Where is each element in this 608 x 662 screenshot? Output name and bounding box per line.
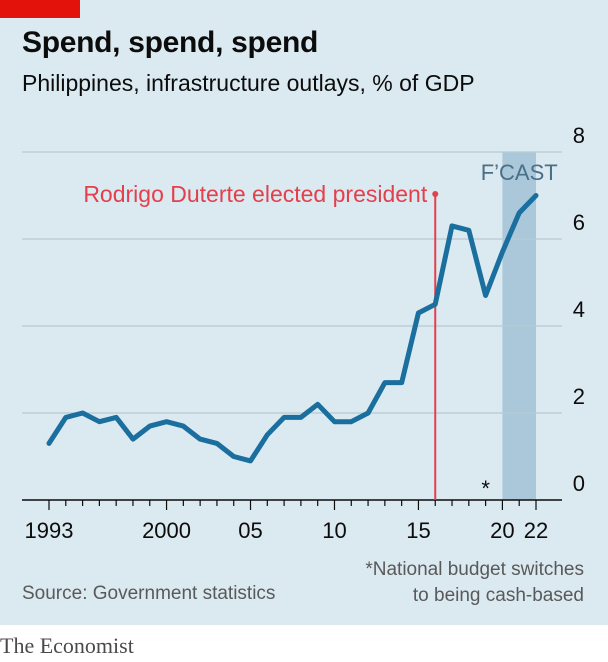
y-tick-label-8: 8 — [573, 123, 585, 148]
series-line-infrastructure — [46, 193, 539, 464]
y-tick-label-4: 4 — [573, 297, 585, 322]
x-tick-label-10: 10 — [322, 518, 346, 543]
duterte-election-marker — [432, 191, 439, 197]
footnote: *National budget switches to being cash-… — [365, 557, 584, 609]
y-tick-label-6: 6 — [573, 210, 585, 235]
x-tick-label-20: 20 — [490, 518, 514, 543]
economist-brand: The Economist — [0, 633, 134, 658]
x-tick-label-1993: 1993 — [25, 518, 74, 543]
duterte-election-label: Rodrigo Duterte elected president — [83, 181, 428, 207]
chart-panel: Spend, spend, spend Philippines, infrast… — [0, 0, 608, 625]
y-axis-ticks: 0 2 4 6 8 — [573, 123, 585, 496]
asterisk-marker: * — [481, 476, 490, 501]
source-note: Source: Government statistics — [22, 583, 276, 604]
forecast-label: F’CAST — [481, 160, 558, 185]
x-tick-label-15: 15 — [406, 518, 430, 543]
economist-red-tag — [0, 0, 80, 18]
chart-subtitle: Philippines, infrastructure outlays, % o… — [22, 70, 475, 96]
x-tick-label-05: 05 — [238, 518, 262, 543]
x-axis-ticks: 1993 2000 05 10 15 20 22 — [25, 500, 548, 543]
x-tick-label-22: 22 — [524, 518, 548, 543]
y-tick-label-0: 0 — [573, 471, 585, 496]
y-tick-label-2: 2 — [573, 384, 585, 409]
line-chart: 0 2 4 6 8 1993 2000 05 10 15 20 22 Rodrigo Duterte… — [22, 123, 585, 543]
x-tick-label-2000: 2000 — [142, 518, 191, 543]
footnote-line-2: to being cash-based — [412, 585, 584, 606]
chart-title: Spend, spend, spend — [22, 26, 318, 59]
footnote-line-1: *National budget switches — [365, 559, 584, 580]
